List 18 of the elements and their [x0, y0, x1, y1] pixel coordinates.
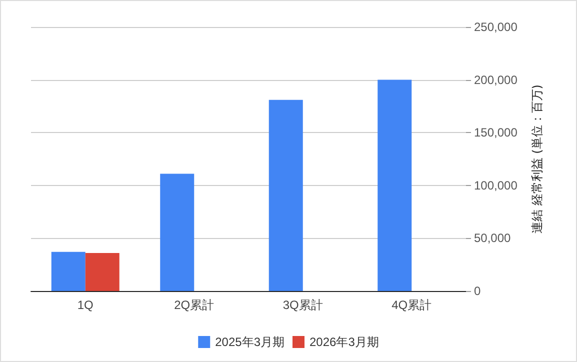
- x-tick-label: 1Q: [77, 298, 94, 312]
- y-tick-label: 50,000: [474, 231, 512, 246]
- bar: [268, 100, 303, 291]
- x-tick-label: 3Q累計: [282, 298, 323, 312]
- y-tick-label: 0: [474, 284, 481, 298]
- y-axis-title: 連結 経常利益 (単位：百万): [530, 84, 544, 234]
- bar: [51, 252, 86, 291]
- y-tick-label: 200,000: [474, 72, 518, 87]
- x-tick-label: 4Q累計: [392, 298, 432, 312]
- y-tick-label: 100,000: [474, 178, 518, 192]
- legend-label: 2025年3月期: [215, 335, 285, 349]
- x-tick-label: 2Q累計: [174, 298, 214, 312]
- bar: [85, 252, 120, 291]
- bar: [378, 80, 412, 291]
- legend-label: 2026年3月期: [310, 335, 379, 349]
- y-tick-label: 150,000: [474, 126, 518, 140]
- bar: [160, 174, 194, 291]
- y-tick-label: 250,000: [474, 20, 518, 34]
